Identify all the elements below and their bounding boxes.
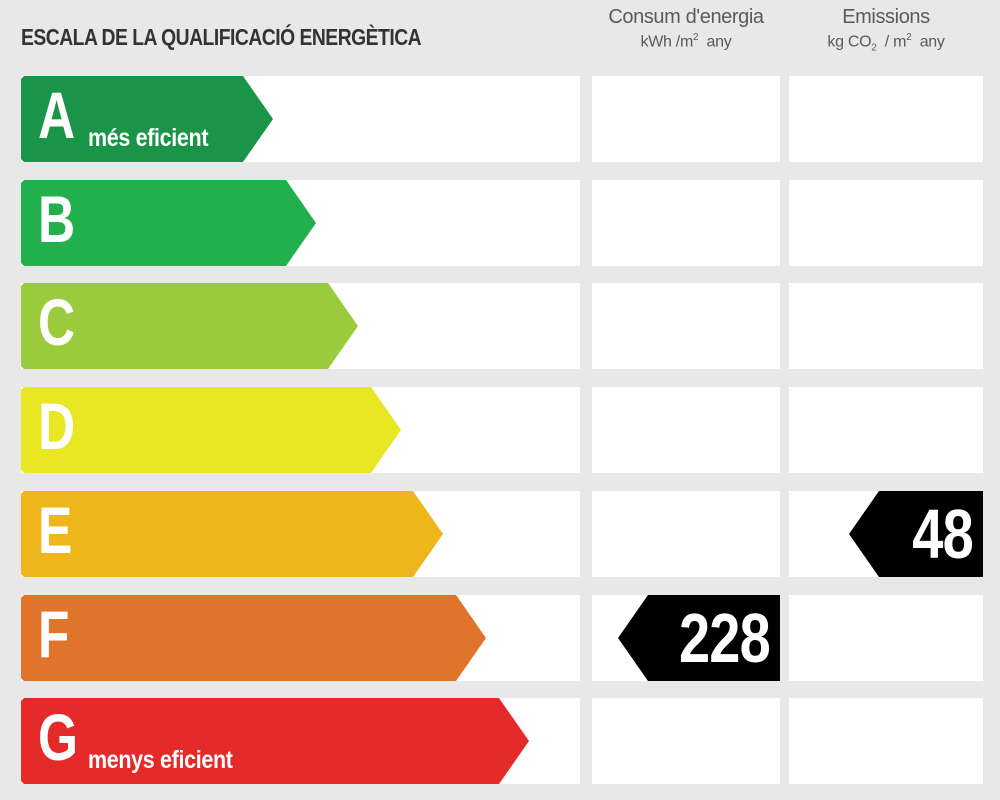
class-arrow-b: B: [21, 180, 316, 266]
emissions-title: Emissions: [842, 6, 930, 28]
emissions-cell: [789, 283, 983, 369]
class-label: més eficient: [88, 124, 209, 152]
consum-cell: [592, 76, 780, 162]
emissions-rating-badge: 48: [849, 491, 983, 577]
consum-cell: [592, 698, 780, 784]
class-letter: D: [38, 389, 76, 463]
class-letter: E: [38, 493, 73, 567]
consum-cell: [592, 180, 780, 266]
class-letter: F: [38, 597, 70, 671]
scale-cell: C: [21, 283, 580, 369]
consum-title: Consum d'energia: [608, 6, 764, 28]
emissions-cell: [789, 595, 983, 681]
emissions-cell: 48: [789, 491, 983, 577]
consum-rating-badge: 228: [618, 595, 780, 681]
emissions-column-header: Emissions kg CO2 / m2 any: [789, 4, 983, 55]
class-letter: C: [38, 285, 76, 359]
scale-cell: D: [21, 387, 580, 473]
consum-cell: [592, 491, 780, 577]
emissions-cell: [789, 180, 983, 266]
class-letter: G: [38, 700, 79, 774]
consum-unit: kWh /m2 any: [640, 32, 732, 51]
emissions-unit: kg CO2 / m2 any: [827, 32, 945, 54]
scale-cell: E: [21, 491, 580, 577]
emissions-cell: [789, 76, 983, 162]
consum-cell: 228: [592, 595, 780, 681]
consum-cell: [592, 283, 780, 369]
emissions-cell: [789, 387, 983, 473]
class-arrow-d: D: [21, 387, 401, 473]
page-title: ESCALA DE LA QUALIFICACIÓ ENERGÈTICA: [21, 24, 422, 50]
emissions-cell: [789, 698, 983, 784]
class-arrow-f: F: [21, 595, 486, 681]
class-label: menys eficient: [88, 746, 233, 774]
class-arrow-e: E: [21, 491, 443, 577]
consum-column-header: Consum d'energia kWh /m2 any: [592, 4, 780, 53]
scale-cell: B: [21, 180, 580, 266]
consum-cell: [592, 387, 780, 473]
class-letter: B: [38, 182, 76, 256]
scale-cell: F: [21, 595, 580, 681]
consum-value: 228: [678, 599, 771, 677]
class-arrow-c: C: [21, 283, 358, 369]
emissions-value: 48: [912, 495, 974, 573]
class-letter: A: [38, 78, 76, 152]
